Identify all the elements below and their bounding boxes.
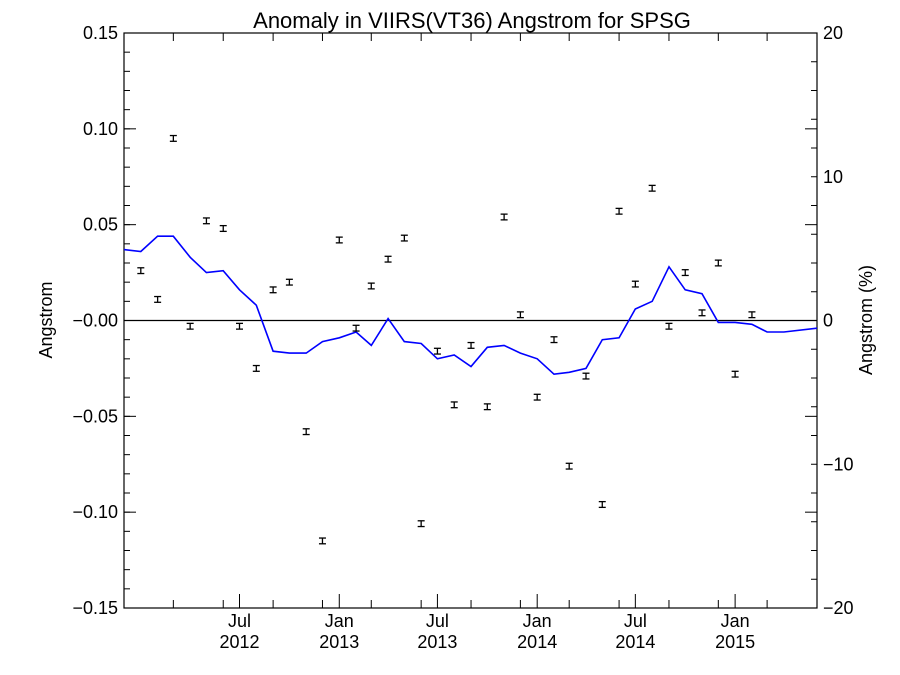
data-point bbox=[236, 322, 243, 330]
error-bar-points-series bbox=[137, 134, 756, 545]
data-point bbox=[598, 500, 606, 509]
x-axis-ticks: Jul2012Jan2013Jul2013Jan2014Jul2014Jan20… bbox=[123, 33, 818, 652]
data-point bbox=[137, 267, 145, 275]
data-point bbox=[400, 234, 408, 242]
data-point bbox=[202, 217, 210, 225]
data-point bbox=[169, 134, 177, 142]
data-point bbox=[648, 184, 656, 192]
data-point bbox=[631, 280, 639, 288]
y2-tick-label: −20 bbox=[823, 598, 854, 618]
data-point bbox=[698, 309, 706, 317]
x-tick-label-month: Jul bbox=[426, 611, 449, 631]
data-point bbox=[748, 311, 756, 319]
x-tick-label-month: Jan bbox=[523, 611, 552, 631]
data-point bbox=[665, 322, 673, 330]
data-point bbox=[500, 213, 508, 221]
data-point bbox=[269, 286, 277, 294]
data-point bbox=[450, 401, 458, 409]
data-point bbox=[615, 207, 623, 215]
x-tick-label-month: Jan bbox=[721, 611, 750, 631]
data-point bbox=[252, 364, 260, 372]
y2-tick-label: 20 bbox=[823, 23, 843, 43]
blue-anomaly-line-series bbox=[123, 235, 818, 376]
x-tick-label-year: 2013 bbox=[417, 632, 457, 652]
chart-title: Anomaly in VIIRS(VT36) Angstrom for SPSG bbox=[253, 8, 691, 33]
x-tick-label-month: Jul bbox=[228, 611, 251, 631]
y2-tick-label: −10 bbox=[823, 454, 854, 474]
data-point bbox=[352, 324, 360, 332]
y-tick-label: −0.15 bbox=[72, 598, 118, 618]
data-point bbox=[433, 347, 441, 355]
data-point bbox=[302, 428, 310, 436]
x-tick-label-month: Jul bbox=[624, 611, 647, 631]
data-point bbox=[467, 341, 475, 349]
data-point bbox=[533, 393, 541, 401]
anomaly-line bbox=[123, 235, 818, 376]
data-point bbox=[384, 255, 392, 263]
x-tick-label-year: 2014 bbox=[615, 632, 655, 652]
y2-tick-label: 0 bbox=[823, 311, 833, 331]
y-axis-label: Angstrom bbox=[36, 281, 56, 358]
y2-axis-ticks: 20 10 0 −10 −20 bbox=[811, 23, 854, 618]
y-tick-label: 0.10 bbox=[83, 119, 118, 139]
data-point bbox=[565, 462, 573, 470]
data-point bbox=[219, 224, 227, 233]
data-point bbox=[582, 372, 590, 380]
x-tick-label-year: 2015 bbox=[715, 632, 755, 652]
y-tick-label: −0.00 bbox=[72, 311, 118, 331]
data-point bbox=[285, 278, 293, 286]
data-point bbox=[335, 236, 343, 244]
data-point bbox=[367, 282, 375, 290]
x-tick-label-year: 2014 bbox=[517, 632, 557, 652]
x-tick-label-month: Jan bbox=[325, 611, 354, 631]
y2-axis-label: Angstrom (%) bbox=[856, 265, 876, 375]
y2-tick-label: 10 bbox=[823, 167, 843, 187]
data-point bbox=[731, 370, 739, 378]
y-tick-label: −0.10 bbox=[72, 502, 118, 522]
data-point bbox=[550, 336, 558, 344]
data-point bbox=[681, 269, 689, 277]
data-point bbox=[714, 259, 722, 267]
y-tick-label: 0.15 bbox=[83, 23, 118, 43]
data-point bbox=[516, 311, 524, 319]
x-tick-label-year: 2013 bbox=[319, 632, 359, 652]
data-point bbox=[483, 403, 491, 411]
data-point bbox=[417, 520, 425, 528]
y-tick-label: 0.05 bbox=[83, 215, 118, 235]
data-point bbox=[318, 537, 326, 545]
data-point bbox=[186, 322, 194, 330]
x-tick-label-year: 2012 bbox=[219, 632, 259, 652]
y-tick-label: −0.05 bbox=[72, 406, 118, 426]
data-point bbox=[154, 295, 162, 303]
